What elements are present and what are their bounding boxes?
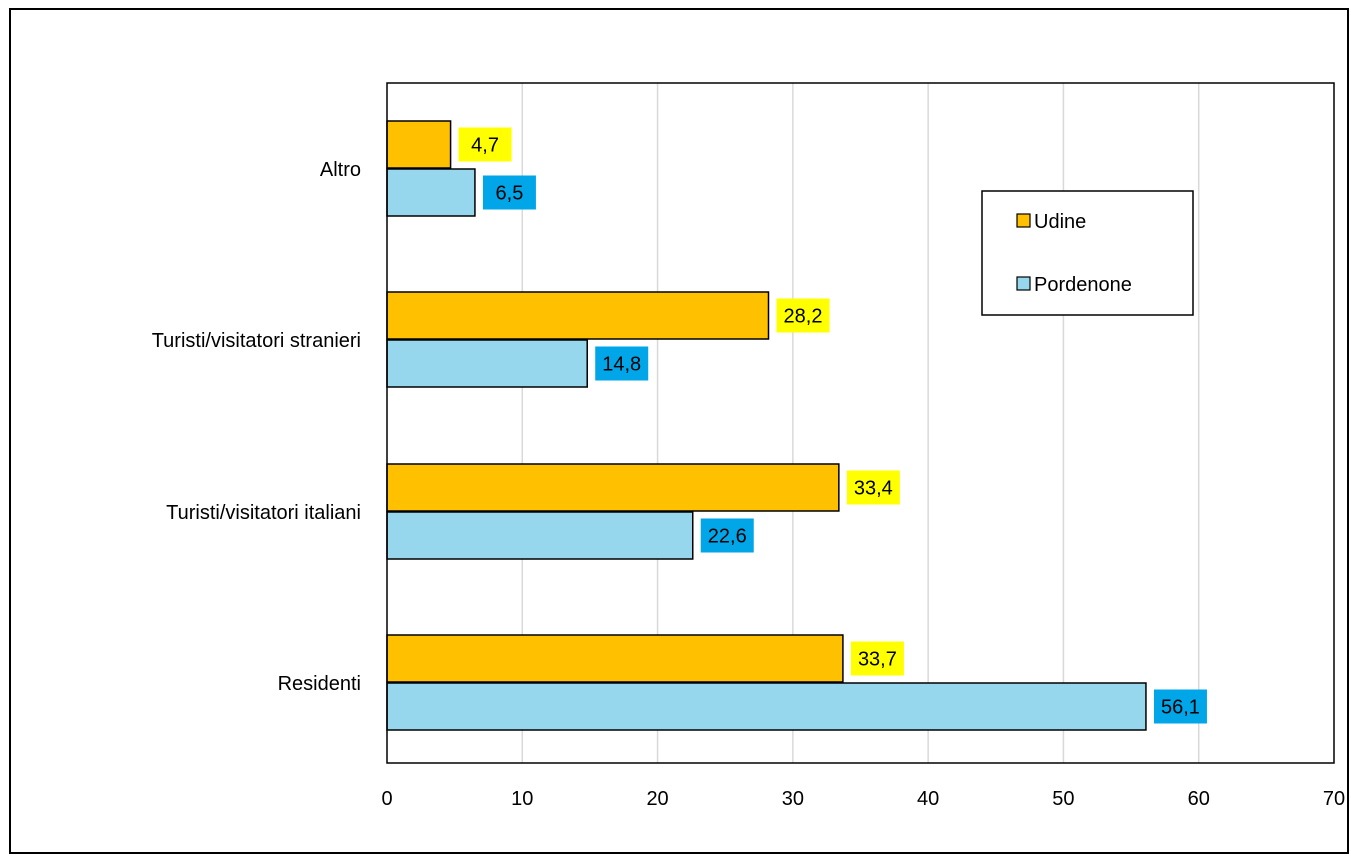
data-label: 4,7 xyxy=(471,135,499,157)
data-label: 33,4 xyxy=(854,478,893,500)
x-tick-label: 0 xyxy=(381,788,392,810)
data-label-background xyxy=(776,298,830,333)
data-label-background xyxy=(458,127,512,162)
legend-label: Udine xyxy=(1034,211,1086,233)
bar-pordenone xyxy=(386,339,588,388)
bar-udine xyxy=(386,291,770,340)
bar-udine xyxy=(386,634,844,683)
data-label: 56,1 xyxy=(1161,697,1200,719)
data-label: 28,2 xyxy=(784,306,823,328)
bar-pordenone xyxy=(386,511,694,560)
data-label: 22,6 xyxy=(708,526,747,548)
data-label: 33,7 xyxy=(858,649,897,671)
data-label: 14,8 xyxy=(602,354,641,376)
bar-pordenone xyxy=(386,168,476,217)
bar-udine xyxy=(386,463,840,512)
data-label-background xyxy=(700,518,754,553)
x-tick-label: 40 xyxy=(917,788,939,810)
legend-label: Pordenone xyxy=(1034,274,1132,296)
data-label-background xyxy=(1153,689,1207,724)
bars xyxy=(386,120,1147,731)
x-tick-label: 20 xyxy=(646,788,668,810)
data-label-background xyxy=(846,470,900,505)
data-label-background xyxy=(482,175,536,210)
legend-box xyxy=(981,190,1194,316)
category-label: Residenti xyxy=(278,673,361,695)
x-tick-label: 60 xyxy=(1188,788,1210,810)
legend-swatch xyxy=(1016,276,1031,291)
x-tick-label: 10 xyxy=(511,788,533,810)
data-label-background xyxy=(850,641,904,676)
data-label-background xyxy=(595,346,649,381)
x-tick-label: 30 xyxy=(782,788,804,810)
legend: Udine Pordenone xyxy=(981,190,1194,316)
axis-tick-labels: 0 10 20 30 40 50 60 70 xyxy=(381,788,1345,810)
x-tick-label: 70 xyxy=(1323,788,1345,810)
plot-area-border xyxy=(386,82,1335,764)
category-labels: Altro Turisti/visitatori stranieri Turisti… xyxy=(152,159,361,695)
category-label: Turisti/visitatori italiani xyxy=(166,502,361,524)
category-label: Turisti/visitatori stranieri xyxy=(152,330,361,352)
x-tick-label: 50 xyxy=(1052,788,1074,810)
data-label: 6,5 xyxy=(496,183,524,205)
legend-swatch xyxy=(1016,213,1031,228)
bar-pordenone xyxy=(386,682,1147,731)
category-label: Altro xyxy=(320,159,361,181)
data-labels: 4,7 28,2 33,4 33,7 6,5 14,8 22,6 56,1 xyxy=(458,127,1207,724)
bar-udine xyxy=(386,120,452,169)
